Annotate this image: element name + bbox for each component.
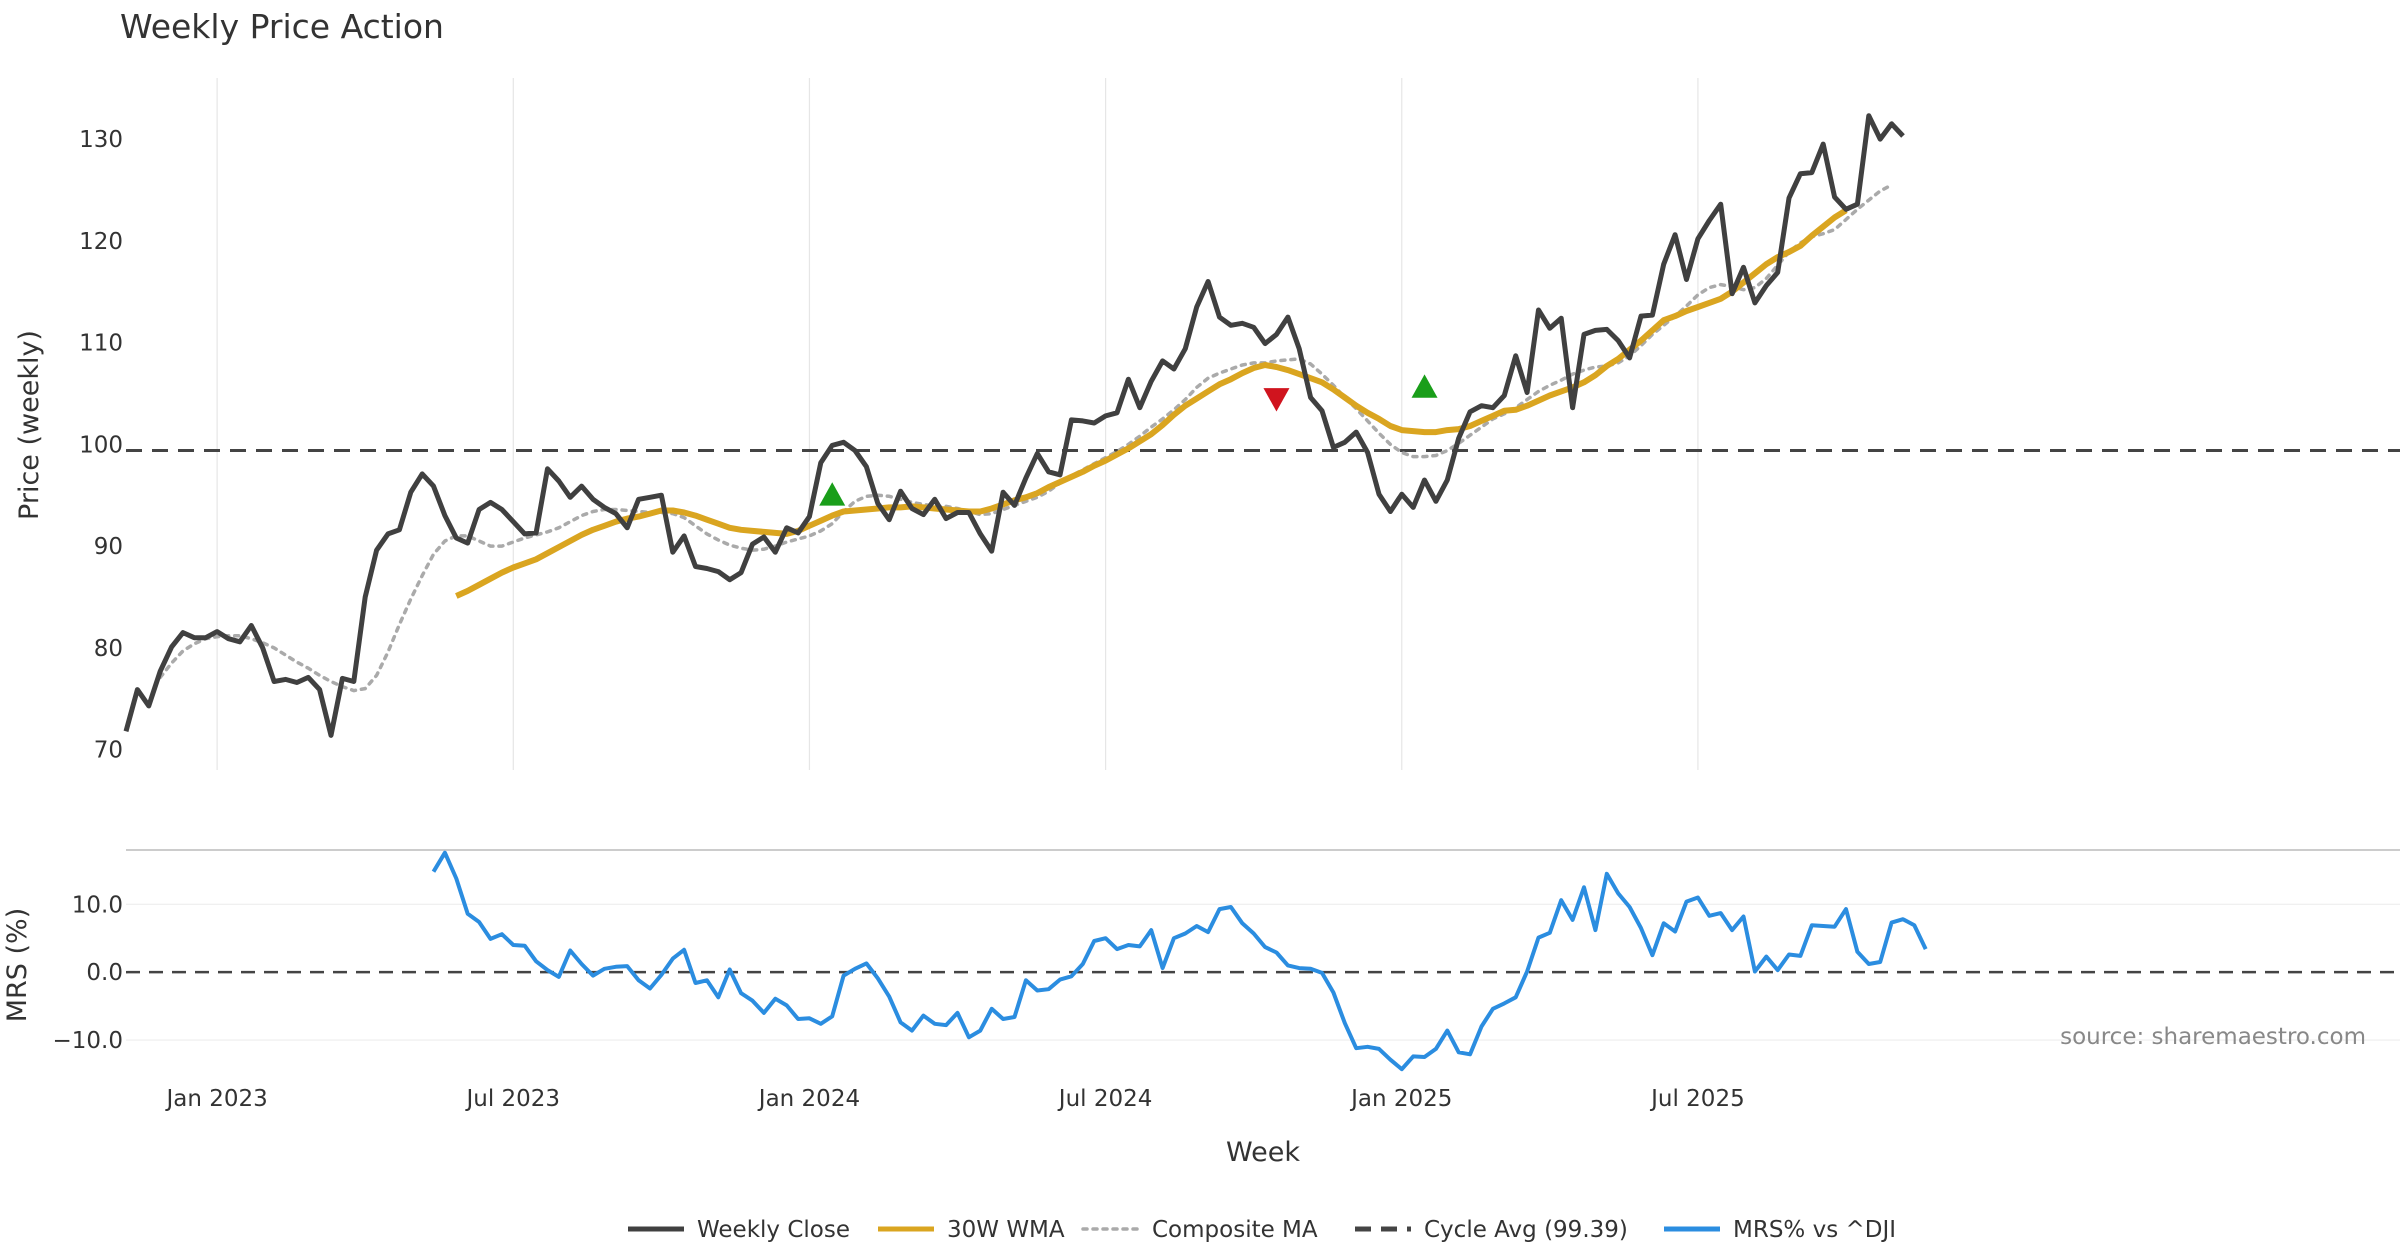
legend-label: Cycle Avg (99.39) (1424, 1217, 1628, 1243)
legend-label: 30W WMA (947, 1217, 1065, 1243)
mrs-y-tick-label: 10.0 (72, 892, 123, 918)
x-axis-label: Week (1226, 1137, 1300, 1168)
x-tick-label: Jul 2025 (1649, 1086, 1745, 1112)
price-panel: 70 80 90 100 110 120 130 (79, 78, 2400, 770)
price-y-tick-label: 120 (79, 229, 123, 255)
price-y-tick-label: 80 (94, 636, 123, 662)
chart-title: Weekly Price Action (120, 7, 444, 46)
mrs-y-axis-label: MRS (%) (2, 908, 33, 1023)
legend-label: MRS% vs ^DJI (1733, 1217, 1896, 1243)
price-y-tick-label: 90 (94, 534, 123, 560)
chart-legend: Weekly Close 30W WMA Composite MA Cycle Avg… (628, 1217, 1896, 1243)
buy-signal-marker (1411, 374, 1438, 398)
source-annotation: source: sharemaestro.com (2060, 1024, 2366, 1050)
legend-label: Composite MA (1152, 1217, 1318, 1243)
weekly-close-line (123, 113, 1905, 738)
mrs-y-tick-label: 0.0 (86, 960, 123, 986)
x-tick-label: Jul 2024 (1057, 1086, 1153, 1112)
legend-label: Weekly Close (697, 1217, 850, 1243)
price-y-tick-label: 110 (79, 331, 123, 357)
composite-ma-line (158, 183, 1894, 693)
price-y-axis-label: Price (weekly) (14, 330, 45, 520)
mrs-y-tick-label: −10.0 (53, 1028, 123, 1054)
x-tick-label: Jan 2025 (1349, 1086, 1452, 1112)
price-y-tick-label: 100 (79, 432, 123, 458)
x-tick-label: Jan 2023 (164, 1086, 267, 1112)
price-y-tick-label: 130 (79, 127, 123, 153)
x-tick-label: Jul 2023 (464, 1086, 560, 1112)
sell-signal-marker (1263, 388, 1290, 412)
mrs-panel: −10.0 0.0 10.0 Jan 2023 Jul 2023 Jan 2024 Jul … (53, 849, 2400, 1112)
price-y-tick-label: 70 (94, 738, 123, 764)
x-tick-label: Jan 2024 (757, 1086, 860, 1112)
mrs-line (431, 850, 1928, 1072)
wma-30-line (455, 207, 1848, 599)
buy-signal-marker (819, 482, 846, 506)
